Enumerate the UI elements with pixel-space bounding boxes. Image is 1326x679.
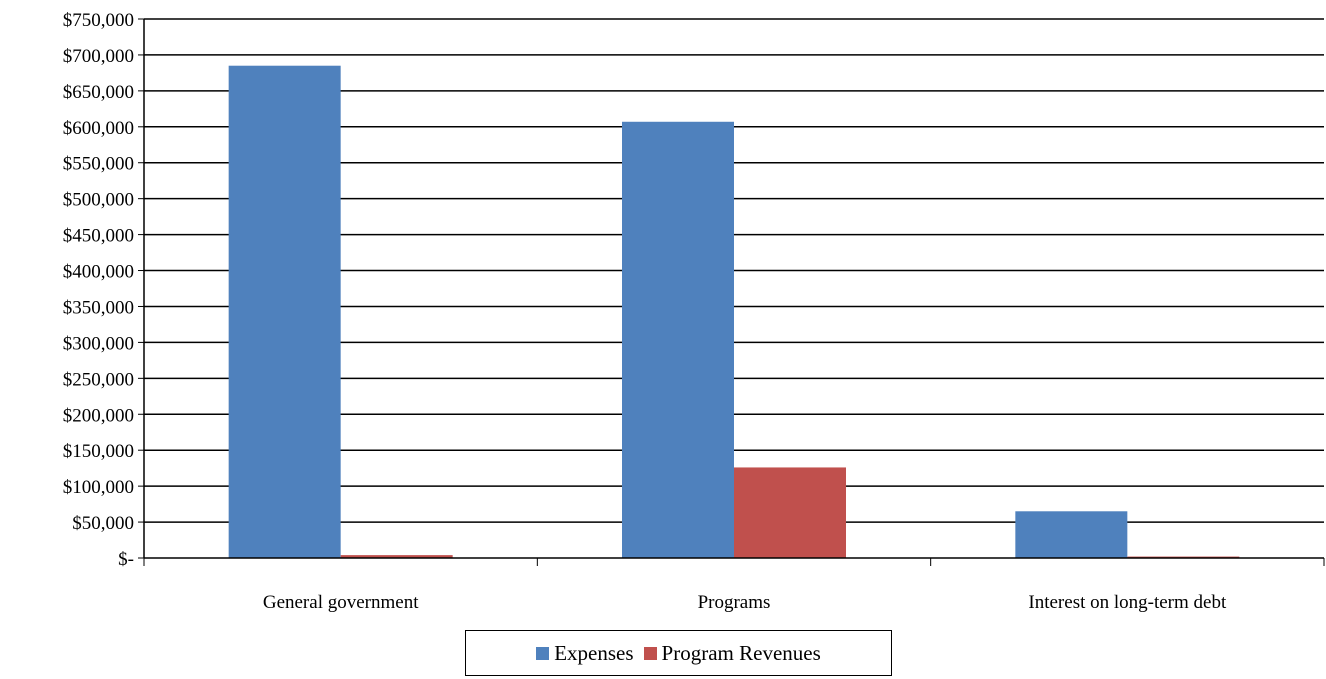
legend: Expenses Program Revenues xyxy=(465,630,892,676)
y-tick-label: $750,000 xyxy=(63,10,134,31)
legend-item-program-revenues: Program Revenues xyxy=(644,641,821,666)
y-tick-label: $150,000 xyxy=(63,441,134,462)
y-tick-label: $650,000 xyxy=(63,82,134,103)
bars xyxy=(229,66,1240,558)
y-tick-label: $- xyxy=(118,549,134,570)
y-tick-label: $500,000 xyxy=(63,190,134,211)
x-category-label: Interest on long-term debt xyxy=(1028,592,1227,613)
legend-item-expenses: Expenses xyxy=(536,641,633,666)
y-tick-label: $50,000 xyxy=(72,513,134,534)
legend-swatch-program-revenues xyxy=(644,647,657,660)
x-category-label: General government xyxy=(263,592,419,613)
y-tick-label: $350,000 xyxy=(63,297,134,318)
legend-label-expenses: Expenses xyxy=(554,641,633,666)
bar-expenses-1 xyxy=(622,122,734,558)
y-tick-label: $700,000 xyxy=(63,46,134,67)
bar-chart: $- $50,000 $100,000 $150,000 $200,000 $250,00… xyxy=(0,0,1326,630)
y-tick-label: $100,000 xyxy=(63,477,134,498)
x-category-label: Programs xyxy=(698,592,771,613)
y-tick-label: $600,000 xyxy=(63,118,134,139)
y-tick-label: $550,000 xyxy=(63,154,134,175)
y-axis-tick-labels: $- $50,000 $100,000 $150,000 $200,000 $250,00… xyxy=(63,10,134,570)
legend-label-program-revenues: Program Revenues xyxy=(662,641,821,666)
x-axis-category-labels: General government Programs Interest on lo… xyxy=(263,592,1227,613)
bar-expenses-2 xyxy=(1015,511,1127,558)
y-tick-label: $400,000 xyxy=(63,262,134,283)
bar-expenses-0 xyxy=(229,66,341,558)
y-tick-label: $450,000 xyxy=(63,226,134,247)
y-tick-label: $300,000 xyxy=(63,333,134,354)
y-tick-label: $200,000 xyxy=(63,405,134,426)
bar-program-revenues-1 xyxy=(734,467,846,558)
y-tick-label: $250,000 xyxy=(63,369,134,390)
legend-swatch-expenses xyxy=(536,647,549,660)
